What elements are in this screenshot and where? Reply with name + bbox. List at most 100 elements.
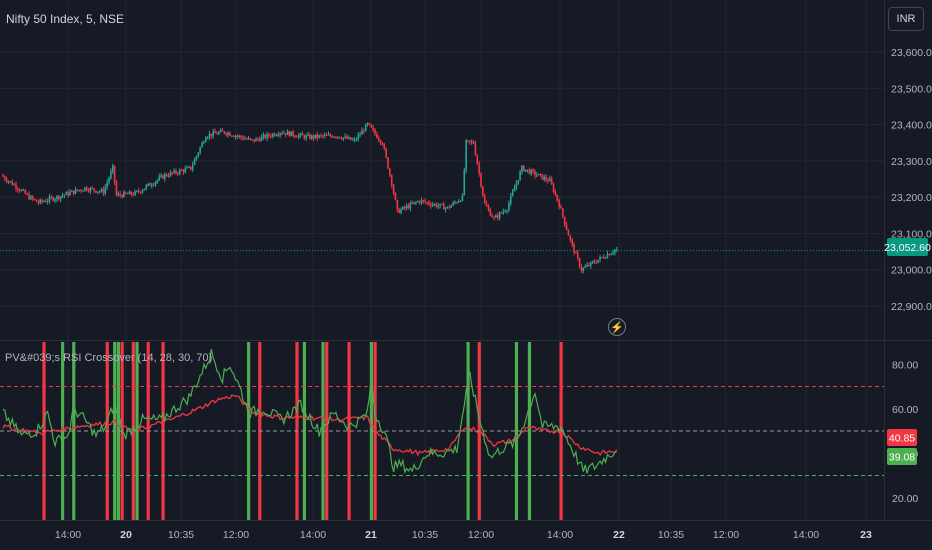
candlestick-series [2,122,618,274]
candle-body [569,235,572,240]
candle-body [301,133,304,136]
lightning-icon[interactable]: ⚡ [608,318,626,336]
candle-body [67,192,69,196]
candle-body [208,133,211,138]
time-axis[interactable]: 14:00 20 10:35 12:00 14:00 21 10:35 12:00 14:00 2… [55,529,872,541]
candle-body [13,184,15,186]
candle-body [264,134,267,139]
buy-signal-bar [116,342,121,520]
rsi-fast-line [2,348,617,474]
candle-body [305,135,307,139]
price-tick-label: 23,000.00 [891,265,932,277]
candle-body [145,185,148,189]
candle-body [325,134,328,136]
currency-button[interactable]: INR [888,7,924,31]
candle-body [275,135,278,137]
candle-body [606,254,609,258]
candle-body [562,208,564,217]
candle-body [130,191,133,195]
candle-body [584,266,586,268]
candle-body [74,189,77,194]
candle-body [236,135,239,137]
time-tick-label: 14:00 [547,529,573,541]
candle-body [545,176,547,180]
candle-body [448,206,451,208]
candle-body [563,216,566,225]
candle-body [15,184,17,189]
time-tick-label: 14:00 [793,529,819,541]
candle-body [20,190,23,192]
candle-body [270,135,272,137]
candle-body [58,195,60,200]
candle-body [320,135,322,137]
candle-body [173,170,175,173]
candle-body [147,183,149,186]
candle-body [69,192,71,196]
candle-body [175,170,177,174]
candle-body [318,135,320,138]
candle-body [483,195,486,204]
candle-body [201,142,203,148]
candle-body [539,173,542,175]
price-axis[interactable]: 23,600.00 23,500.00 23,400.00 23,300.00 23,2… [891,47,932,313]
candle-body [573,243,575,253]
candle-body [117,193,120,196]
candle-body [128,191,131,195]
candle-body [428,202,430,205]
time-tick-label: 10:35 [658,529,684,541]
candle-body [474,143,477,156]
candle-body [403,206,406,208]
candle-body [149,183,151,186]
candle-body [496,215,499,218]
candle-body [506,210,508,212]
candle-body [91,187,94,189]
candle-body [177,173,179,175]
candle-body [297,135,300,138]
candle-body [433,204,436,206]
candle-body [258,139,261,141]
candle-body [469,140,471,142]
candle-body [152,184,155,186]
price-tick-label: 22,900.00 [891,301,932,313]
candle-body [599,256,601,260]
candle-body [327,134,330,136]
candle-body [167,175,170,177]
candle-body [214,131,216,134]
candle-body [4,176,6,180]
candle-body [528,169,531,174]
candle-body [314,134,317,139]
candle-body [610,253,613,256]
candle-body [240,135,242,138]
candle-body [262,134,265,137]
candle-body [550,178,553,185]
candle-body [219,130,222,133]
candle-body [439,203,441,206]
candle-body [353,139,356,141]
candle-body [441,203,443,205]
symbol-title[interactable]: Nifty 50 Index, 5, NSE [6,12,125,26]
candle-body [204,137,207,143]
candle-body [379,140,382,143]
candle-body [586,264,588,267]
candle-body [409,203,412,209]
candle-body [405,205,408,208]
indicator-title[interactable]: PV&#039;s RSI Crossover (14, 28, 30, 70) [5,352,213,364]
candle-body [377,137,380,141]
candle-body [203,142,205,144]
candle-body [552,184,555,193]
candle-body [115,182,118,196]
candle-body [593,261,596,263]
candle-body [111,165,114,172]
candle-body [476,155,479,165]
candle-body [123,192,125,198]
candle-body [102,189,105,194]
candle-body [78,189,81,191]
candle-body [385,148,387,158]
candle-body [63,194,66,196]
candle-body [180,169,183,171]
candle-body [591,261,594,263]
candle-body [260,136,263,141]
candle-body [95,190,97,193]
candle-body [530,169,533,174]
